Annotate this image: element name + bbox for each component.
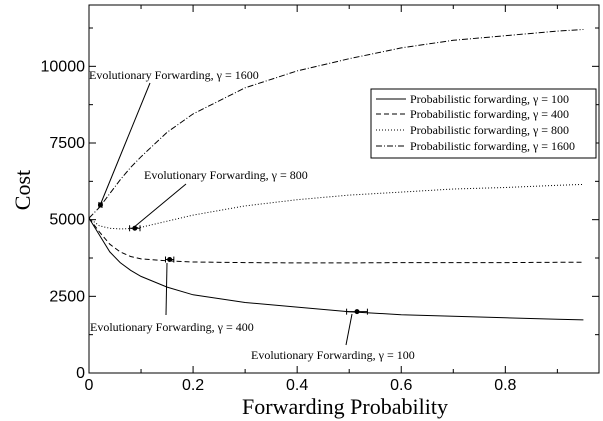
legend-label-gamma-800: Probabilistic forwarding, γ = 800	[410, 123, 569, 137]
x-tick-label: 0	[85, 377, 94, 394]
annotation-arrow-gamma-400	[165, 262, 168, 316]
annotation-arrow-gamma-100	[345, 313, 353, 346]
annotation-gamma-800: Evolutionary Forwarding, γ = 800	[144, 168, 308, 182]
y-tick-label: 0	[76, 365, 85, 382]
evolutionary-point-1	[167, 257, 173, 263]
annotation-gamma-1600: Evolutionary Forwarding, γ = 1600	[89, 68, 259, 82]
series-line-1	[88, 217, 584, 264]
y-tick-label: 10000	[41, 58, 86, 75]
legend-box	[370, 88, 597, 159]
annotation-gamma-100: Evolutionary Forwarding, γ = 100	[251, 348, 415, 362]
series-line-2	[88, 183, 584, 230]
series-line-3	[88, 29, 584, 219]
legend-label-gamma-1600: Probabilistic forwarding, γ = 1600	[410, 139, 575, 153]
series-lines	[88, 29, 584, 321]
plot-frame	[88, 4, 600, 374]
y-tick-label: 5000	[49, 212, 85, 229]
series-line-0	[88, 217, 584, 321]
legend-label-gamma-100: Probabilistic forwarding, γ = 100	[410, 92, 569, 106]
x-tick-label: 0.4	[286, 377, 308, 394]
annotations: Evolutionary Forwarding, γ = 1600 Evolut…	[89, 68, 415, 362]
y-axis-title: Cost	[10, 170, 35, 210]
x-tick-label: 0.2	[182, 377, 204, 394]
annotation-arrow-gamma-1600	[100, 82, 151, 204]
x-axis-ticks: 0 0.2 0.4 0.6 0.8	[85, 5, 558, 394]
x-tick-label: 0.6	[390, 377, 412, 394]
x-tick-label: 0.8	[494, 377, 516, 394]
annotation-arrow-gamma-800	[132, 183, 187, 229]
evolutionary-point-0	[354, 309, 360, 315]
legend: Probabilistic forwarding, γ = 100 Probab…	[370, 88, 597, 159]
y-axis-ticks: 0 2500 5000 7500 10000	[41, 27, 599, 382]
x-axis-title: Forwarding Probability	[242, 394, 448, 419]
annotation-gamma-400: Evolutionary Forwarding, γ = 400	[90, 320, 254, 334]
y-tick-label: 7500	[49, 135, 85, 152]
evolutionary-point-3	[97, 202, 103, 208]
y-tick-label: 2500	[49, 288, 85, 305]
legend-label-gamma-400: Probabilistic forwarding, γ = 400	[410, 107, 569, 121]
